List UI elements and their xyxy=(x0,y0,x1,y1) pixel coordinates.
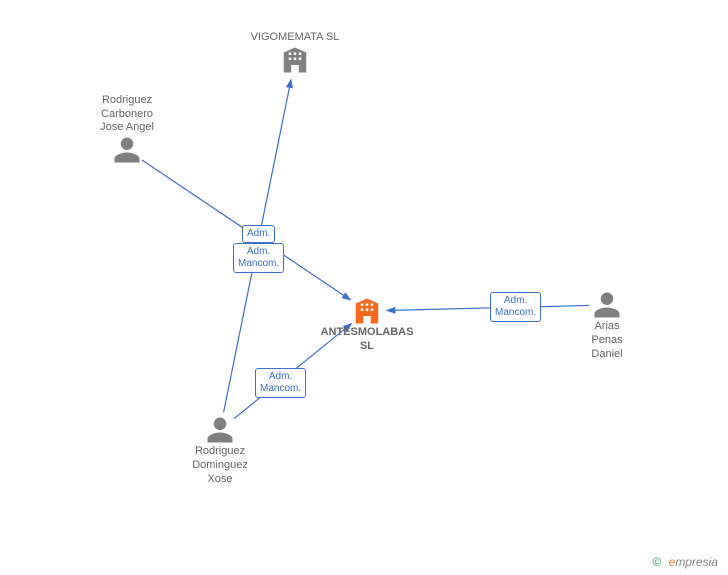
node-arias[interactable]: Arias Penas Daniel xyxy=(591,290,622,361)
node-label: Rodriguez Dominguez Xose xyxy=(192,445,248,486)
edge-label: Adm. Mancom. xyxy=(490,292,541,322)
diagram-stage: VIGOMEMATA SL ANTESMOLABAS SL Rodriguez Ca… xyxy=(0,0,728,575)
edges-layer xyxy=(0,0,728,575)
node-label: ANTESMOLABAS SL xyxy=(321,326,414,354)
company-icon xyxy=(280,45,310,75)
edge-label: Adm. Mancom. xyxy=(233,243,284,273)
brand-rest: mpresia xyxy=(675,555,718,569)
node-antesmolabas[interactable]: ANTESMOLABAS SL xyxy=(321,296,414,354)
company-icon xyxy=(352,296,382,326)
person-icon xyxy=(112,135,142,165)
edge-label: Adm. xyxy=(242,225,275,243)
node-label: Rodriguez Carbonero Jose Angel xyxy=(100,94,154,135)
edge-line xyxy=(387,305,589,310)
node-roddom[interactable]: Rodriguez Dominguez Xose xyxy=(192,415,248,486)
edge-label: Adm. Mancom. xyxy=(255,368,306,398)
node-label: Arias Penas Daniel xyxy=(591,320,622,361)
person-icon xyxy=(592,290,622,320)
node-vigomemata[interactable]: VIGOMEMATA SL xyxy=(251,31,340,75)
node-rodcarb[interactable]: Rodriguez Carbonero Jose Angel xyxy=(100,94,154,165)
node-label: VIGOMEMATA SL xyxy=(251,31,340,45)
copyright-symbol: © xyxy=(652,555,661,569)
watermark: © empresia xyxy=(652,555,718,569)
person-icon xyxy=(205,415,235,445)
